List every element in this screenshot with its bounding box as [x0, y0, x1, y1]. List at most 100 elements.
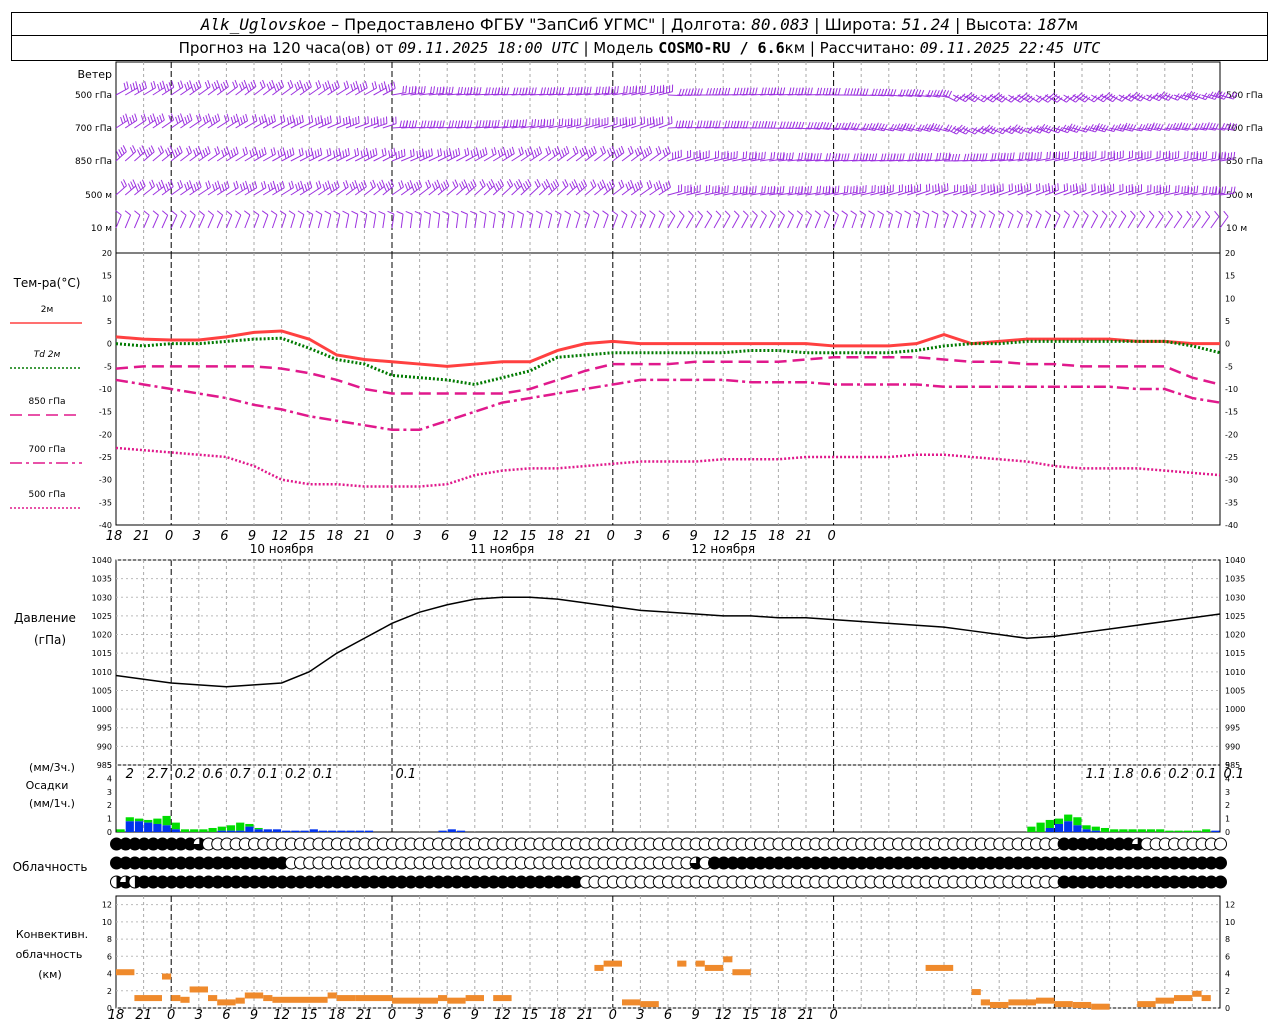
wind-barb-shaft — [1173, 127, 1188, 131]
wind-barb-feather — [1055, 151, 1058, 159]
wind-barb-4-88 — [922, 210, 930, 229]
pressure-tick-left: 1000 — [92, 705, 112, 714]
wind-barb-feather — [948, 152, 951, 160]
precip-bar-green — [1156, 829, 1165, 832]
precip-bar-blue — [144, 822, 153, 832]
wind-barb-feather — [764, 121, 768, 129]
wind-barb-feather — [179, 145, 183, 153]
wind-barb-4-89 — [931, 210, 939, 229]
wind-barb-feather — [755, 153, 757, 161]
wind-barb-4-19 — [288, 210, 296, 229]
wind-barb-shaft — [897, 159, 913, 162]
wind-barb-feather — [263, 147, 267, 155]
wind-barb-2-25 — [345, 147, 360, 162]
wind-barb-feather — [196, 115, 200, 123]
time-label: 15 — [741, 529, 758, 544]
wind-barb-shaft — [437, 154, 451, 162]
wind-barb-3-99 — [1026, 183, 1041, 196]
wind-barb-feather — [825, 153, 829, 161]
wind-barb-feather — [1128, 94, 1134, 101]
wind-barb-feather — [608, 87, 610, 95]
wind-barb-4-22 — [315, 210, 323, 229]
wind-barb-feather — [828, 88, 832, 96]
precip-bar-blue — [217, 830, 226, 832]
wind-barb-feather — [333, 182, 338, 189]
wind-barb-feather — [1112, 96, 1118, 102]
wind-barb-0-104 — [1072, 92, 1091, 103]
precip-tick-left: 2 — [107, 801, 112, 810]
wind-barb-shaft — [1192, 94, 1206, 101]
wind-barb-shaft — [1155, 127, 1170, 131]
wind-barb-feather — [414, 120, 418, 128]
wind-barb-0-106 — [1090, 93, 1109, 103]
wind-barb-shaft — [336, 122, 351, 129]
wind-barb-shaft — [630, 214, 637, 229]
wind-barb-shaft — [428, 185, 441, 196]
wind-barb-shaft — [722, 215, 731, 229]
wind-barb-feather — [1075, 183, 1078, 191]
wind-barb-0-27 — [364, 81, 378, 96]
wind-barb-feather — [1227, 122, 1232, 130]
wind-barb-feather — [565, 146, 570, 153]
wind-barb-0-47 — [548, 87, 565, 96]
wind-barb-feather — [908, 153, 911, 161]
wind-barb-shaft — [769, 192, 784, 196]
wind-barb-shaft — [612, 152, 625, 162]
wind-barb-feather — [646, 181, 650, 189]
pressure-tick-right: 1025 — [1225, 612, 1245, 621]
conv-title-1: Конвективн. — [16, 928, 88, 941]
wind-barb-feather — [649, 180, 653, 188]
wind-barb-feather — [874, 88, 878, 96]
wind-barb-shaft — [1063, 127, 1078, 133]
wind-barb-feather — [1012, 152, 1015, 160]
wind-barb-2-63 — [695, 150, 710, 162]
wind-barb-feather — [518, 148, 522, 156]
wind-barb-feather — [274, 185, 278, 193]
wind-barb-feather — [479, 210, 487, 215]
wind-barb-feather — [160, 145, 164, 153]
conv-tick-left: 12 — [102, 901, 112, 910]
wind-barb-feather — [880, 153, 884, 161]
wind-barb-feather — [929, 125, 934, 132]
wind-barb-shaft — [1035, 94, 1049, 103]
wind-barb-feather — [1167, 210, 1174, 217]
wind-barb-shaft — [152, 119, 165, 129]
wind-barb-shaft — [483, 214, 487, 229]
wind-barb-shaft — [925, 94, 940, 98]
wind-barb-shaft — [1173, 157, 1188, 162]
conv-unit: (км) — [38, 968, 62, 981]
wind-barb-feather — [193, 183, 197, 191]
wind-barb-0-51 — [585, 86, 601, 96]
conv-tick-left: 8 — [107, 935, 112, 944]
wind-barb-feather — [1158, 210, 1164, 217]
wind-barb-shaft — [474, 185, 486, 196]
wind-barb-feather — [348, 115, 351, 123]
wind-barb-feather — [742, 87, 746, 95]
wind-barb-feather — [956, 96, 962, 102]
temp-tick-right: 20 — [1225, 249, 1235, 258]
wind-barb-feather — [298, 149, 302, 157]
wind-barb-feather — [871, 153, 875, 161]
wind-barb-feather — [295, 183, 299, 191]
wind-barb-feather — [1026, 95, 1033, 102]
wind-barb-feather — [515, 87, 519, 95]
wind-barb-shaft — [759, 158, 774, 162]
precip-3h-value: 0.1 — [1196, 767, 1217, 782]
wind-barb-feather — [1098, 123, 1103, 131]
wind-barb-1-111 — [1137, 123, 1155, 132]
wind-barb-1-93 — [971, 125, 990, 135]
wind-barb-feather — [1048, 186, 1051, 194]
wind-barb-feather — [761, 87, 764, 95]
wind-barb-feather — [1016, 210, 1023, 216]
wind-barb-3-2 — [134, 179, 146, 196]
wind-barb-feather — [479, 87, 482, 95]
wind-barb-shaft — [115, 151, 127, 162]
wind-barb-feather — [1149, 95, 1155, 102]
wind-barb-feather — [345, 116, 348, 125]
wind-barb-4-110 — [1127, 210, 1136, 229]
wind-barb-shaft — [916, 159, 931, 162]
precip-bar-green — [217, 826, 226, 831]
wind-barb-feather — [922, 210, 930, 215]
conv-tick-left: 2 — [107, 987, 112, 996]
wind-barb-2-12 — [226, 146, 239, 162]
